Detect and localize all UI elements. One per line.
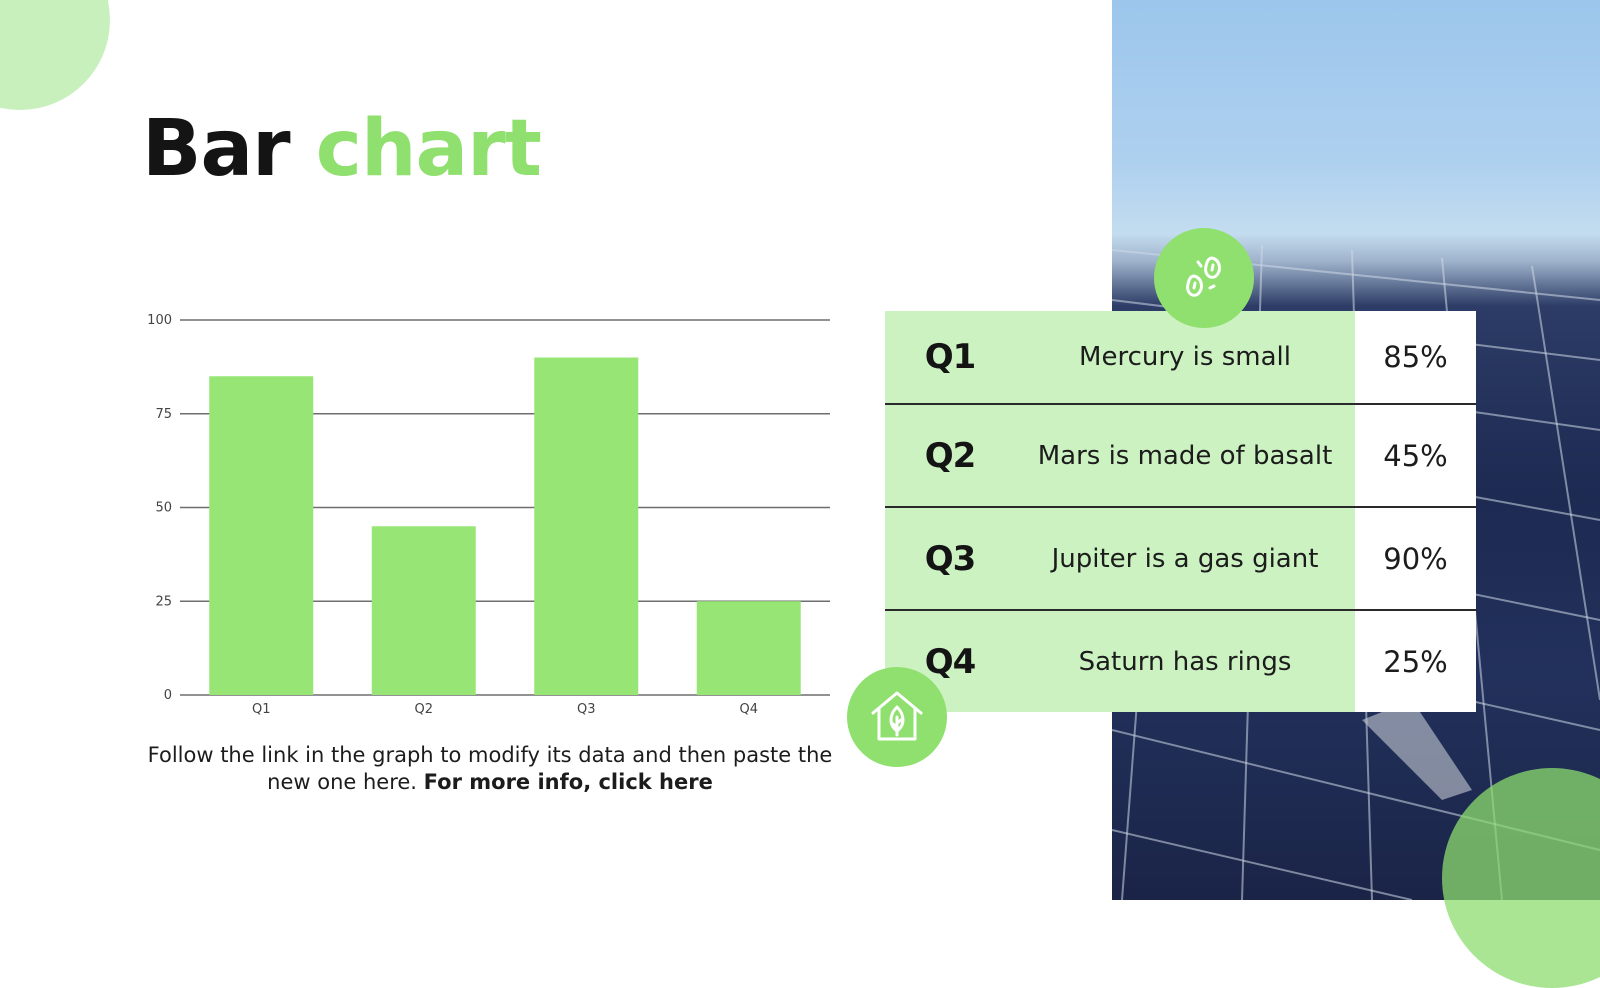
y-tick-label: 100 bbox=[147, 313, 172, 328]
row-percent: 45% bbox=[1355, 405, 1476, 506]
caption-text: Follow the link in the graph to modify i… bbox=[147, 743, 833, 794]
row-quarter: Q4 bbox=[924, 641, 977, 682]
bar bbox=[696, 601, 801, 695]
row-percent: 90% bbox=[1355, 508, 1476, 609]
table-row: Q3 Jupiter is a gas giant 90% bbox=[885, 508, 1476, 611]
row-description: Mercury is small bbox=[1079, 342, 1291, 372]
table-row: Q4 Saturn has rings 25% bbox=[885, 611, 1476, 712]
table-row: Q1 Mercury is small 85% bbox=[885, 311, 1476, 405]
seeds-badge bbox=[1154, 228, 1254, 328]
row-description: Saturn has rings bbox=[1078, 646, 1292, 677]
eco-house-icon bbox=[865, 683, 929, 752]
row-quarter: Q3 bbox=[924, 538, 977, 579]
quarter-table: Q1 Mercury is small 85% Q2 Mars is made … bbox=[885, 311, 1476, 712]
x-tick-label: Q2 bbox=[414, 702, 433, 717]
row-quarter: Q1 bbox=[924, 337, 977, 377]
bar-chart[interactable]: 0 25 50 75 100 Q1 Q2 Q3 Q4 bbox=[140, 300, 840, 720]
bar-chart-svg: 0 25 50 75 100 Q1 Q2 Q3 Q4 bbox=[147, 313, 830, 717]
title-main: Bar bbox=[142, 104, 291, 194]
more-info-link[interactable]: For more info, click here bbox=[423, 770, 713, 794]
page-title: Bar chart bbox=[142, 110, 542, 188]
decorative-circle-top-left bbox=[0, 0, 110, 110]
y-tick-label: 75 bbox=[155, 407, 172, 422]
row-description: Jupiter is a gas giant bbox=[1051, 543, 1319, 574]
seeds-icon bbox=[1176, 248, 1232, 309]
y-tick-label: 0 bbox=[164, 688, 172, 703]
row-quarter: Q2 bbox=[924, 435, 977, 476]
eco-house-badge bbox=[847, 667, 947, 767]
x-tick-label: Q1 bbox=[252, 702, 271, 717]
bar bbox=[534, 357, 639, 695]
bar bbox=[209, 376, 314, 695]
title-accent: chart bbox=[315, 104, 542, 194]
row-description: Mars is made of basalt bbox=[1037, 440, 1333, 471]
chart-caption: Follow the link in the graph to modify i… bbox=[140, 742, 840, 796]
y-tick-label: 25 bbox=[155, 594, 172, 609]
x-tick-label: Q4 bbox=[739, 702, 758, 717]
x-tick-label: Q3 bbox=[577, 702, 596, 717]
table-row: Q2 Mars is made of basalt 45% bbox=[885, 405, 1476, 508]
y-tick-label: 50 bbox=[155, 501, 172, 516]
row-percent: 85% bbox=[1355, 311, 1476, 403]
row-percent: 25% bbox=[1355, 611, 1476, 712]
bar bbox=[371, 526, 476, 695]
